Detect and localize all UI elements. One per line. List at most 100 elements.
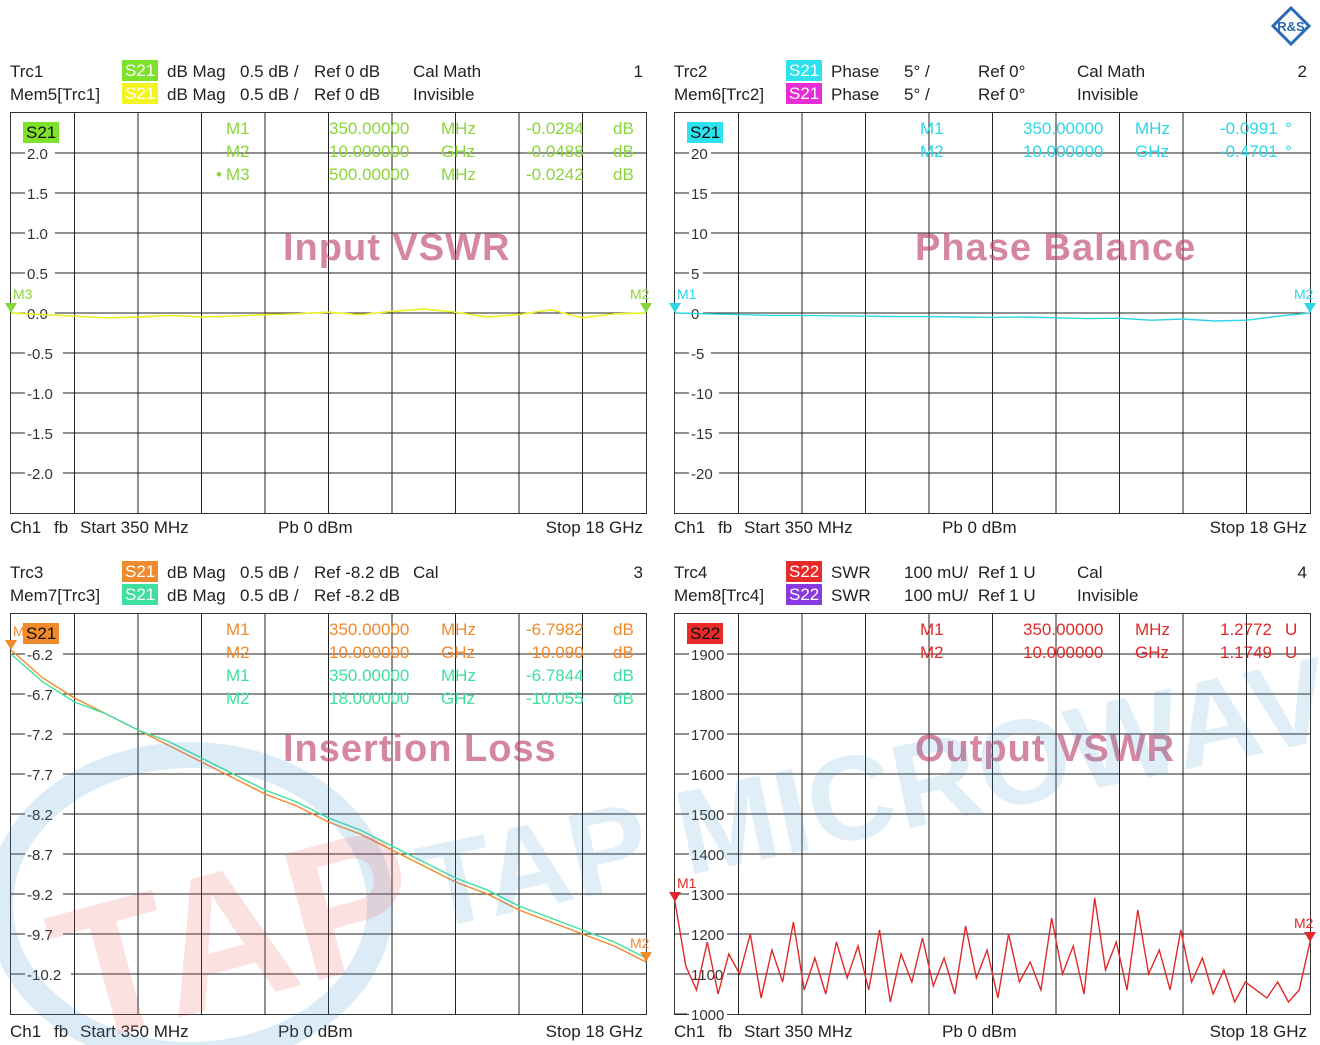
marker-value-unit: dB <box>613 643 634 662</box>
trace-scale[interactable]: 100 mU/ <box>904 586 969 605</box>
footer-mode[interactable]: fb <box>54 518 69 537</box>
footer-channel[interactable]: Ch1 <box>10 518 42 537</box>
marker-frequency: 350.00000 <box>1023 119 1104 138</box>
tick-bg <box>689 1005 727 1023</box>
marker-triangle[interactable] <box>669 892 681 902</box>
plot-area[interactable]: -6.2 -6.7 -7.2 -7.7 -8.2 -8.7 -9.2 -9.7 -10.2 M1 M… <box>5 613 652 1015</box>
footer-start[interactable]: Start 350 MHz <box>80 518 189 537</box>
y-tick-label: -1.5 <box>27 426 53 443</box>
trace-scale[interactable]: 5° / <box>904 85 930 104</box>
trace-ref[interactable]: Ref -8.2 dB <box>314 586 400 605</box>
y-tick-label: -6.2 <box>27 647 53 664</box>
trace-format[interactable]: dB Mag <box>167 563 226 582</box>
trace-ref[interactable]: Ref 0° <box>978 85 1026 104</box>
marker-triangle[interactable] <box>640 952 652 962</box>
footer-stop[interactable]: Stop 18 GHz <box>545 518 643 537</box>
trace-name[interactable]: Mem8[Trc4] <box>674 586 765 605</box>
trace-ref[interactable]: Ref 0 dB <box>314 85 381 104</box>
trace-name[interactable]: Mem5[Trc1] <box>10 85 101 104</box>
footer-power[interactable]: Pb 0 dBm <box>942 1022 1017 1041</box>
footer-mode[interactable]: fb <box>718 518 733 537</box>
footer-start[interactable]: Start 350 MHz <box>744 518 853 537</box>
trace-param-badge[interactable]: S21 <box>122 60 159 81</box>
plot-area[interactable]: 2.0 1.5 1.0 0.5 0.0 -0.5 -1.0 -1.5 -2.0 M3 M2 S21 M1… <box>5 112 652 514</box>
trace-format[interactable]: Phase <box>831 62 880 81</box>
footer-start[interactable]: Start 350 MHz <box>80 1022 189 1041</box>
trace-line[interactable] <box>674 312 1311 322</box>
marker-triangle[interactable] <box>1304 303 1316 313</box>
trace-format[interactable]: dB Mag <box>167 62 226 81</box>
trace-name[interactable]: Trc2 <box>674 62 708 81</box>
y-tick-label: 1.0 <box>27 226 48 243</box>
trace-format[interactable]: SWR <box>831 586 871 605</box>
marker-unit: GHz <box>441 142 475 161</box>
trace-scale[interactable]: 5° / <box>904 62 930 81</box>
trace-ref[interactable]: Ref 1 U <box>978 563 1036 582</box>
trace-param-badge[interactable]: S21 <box>122 561 159 582</box>
marker-value: -6.7982 <box>526 620 584 639</box>
y-tick-label: 1.5 <box>27 186 48 203</box>
trace-format[interactable]: SWR <box>831 563 871 582</box>
trace-param-badge[interactable]: S21 <box>786 83 823 104</box>
plot-param-badge[interactable]: S21 <box>23 623 60 644</box>
trace-param-badge[interactable]: S21 <box>786 60 823 81</box>
y-tick-label: 2.0 <box>27 146 48 163</box>
marker-name: M2 <box>226 142 250 161</box>
marker-triangle[interactable] <box>1304 932 1316 942</box>
footer-stop[interactable]: Stop 18 GHz <box>1209 1022 1307 1041</box>
footer-stop[interactable]: Stop 18 GHz <box>1209 518 1307 537</box>
trace-param-badge[interactable]: S22 <box>786 584 823 605</box>
plot-param-badge[interactable]: S21 <box>687 122 724 143</box>
trace-param-badge[interactable]: S21 <box>122 83 159 104</box>
marker-triangle[interactable] <box>640 303 652 313</box>
footer-channel[interactable]: Ch1 <box>674 518 706 537</box>
trace-scale[interactable]: 0.5 dB / <box>240 563 299 582</box>
trace-ref[interactable]: Ref 1 U <box>978 586 1036 605</box>
plot-area[interactable]: 20 15 10 5 0 -5 -10 -15 -20 M1 M2 S21 M1 350.00000 MHz… <box>669 112 1316 514</box>
trace-format[interactable]: dB Mag <box>167 586 226 605</box>
footer-mode[interactable]: fb <box>54 1022 69 1041</box>
trace-ref[interactable]: Ref 0° <box>978 62 1026 81</box>
y-tick-label: -5 <box>691 346 704 363</box>
trace-scale[interactable]: 0.5 dB / <box>240 586 299 605</box>
trace-name[interactable]: Trc3 <box>10 563 44 582</box>
trace-scale[interactable]: 0.5 dB / <box>240 62 299 81</box>
tick-bg <box>689 725 727 743</box>
footer-mode[interactable]: fb <box>718 1022 733 1041</box>
trace-name[interactable]: Mem6[Trc2] <box>674 85 765 104</box>
y-tick-label: -7.7 <box>27 767 53 784</box>
tick-bg <box>25 184 55 202</box>
trace-line[interactable] <box>10 308 647 319</box>
trace-scale[interactable]: 0.5 dB / <box>240 85 299 104</box>
trace-format[interactable]: dB Mag <box>167 85 226 104</box>
marker-value-unit: dB <box>613 165 634 184</box>
footer-channel[interactable]: Ch1 <box>10 1022 42 1041</box>
trace-param-badge[interactable]: S22 <box>786 561 823 582</box>
footer-power[interactable]: Pb 0 dBm <box>278 518 353 537</box>
trace-param-badge[interactable]: S21 <box>122 584 159 605</box>
footer-channel[interactable]: Ch1 <box>674 1022 706 1041</box>
plot-param-badge[interactable]: S21 <box>23 122 60 143</box>
y-tick-label: -9.2 <box>27 887 53 904</box>
marker-triangle[interactable] <box>669 303 681 313</box>
footer-power[interactable]: Pb 0 dBm <box>942 518 1017 537</box>
footer-start[interactable]: Start 350 MHz <box>744 1022 853 1041</box>
trace-name[interactable]: Trc4 <box>674 563 708 582</box>
trace-format[interactable]: Phase <box>831 85 880 104</box>
footer-stop[interactable]: Stop 18 GHz <box>545 1022 643 1041</box>
trace-line[interactable] <box>674 897 1311 1004</box>
marker-triangle[interactable] <box>5 303 17 313</box>
trace-ref[interactable]: Ref -8.2 dB <box>314 563 400 582</box>
footer-power[interactable]: Pb 0 dBm <box>278 1022 353 1041</box>
trace-name[interactable]: Trc1 <box>10 62 44 81</box>
trace-name[interactable]: Mem7[Trc3] <box>10 586 101 605</box>
tick-bg <box>689 184 711 202</box>
trace-line[interactable] <box>10 653 647 959</box>
marker-triangle[interactable] <box>5 640 17 650</box>
plot-param-badge[interactable]: S22 <box>687 623 724 644</box>
trace-ref[interactable]: Ref 0 dB <box>314 62 381 81</box>
trace-scale[interactable]: 100 mU/ <box>904 563 969 582</box>
marker-name: M1 <box>226 119 250 138</box>
y-tick-label: 1700 <box>691 727 724 744</box>
plot-area[interactable]: 1900 1800 1700 1600 1500 1400 1300 1200 1100 1000… <box>669 613 1316 1024</box>
